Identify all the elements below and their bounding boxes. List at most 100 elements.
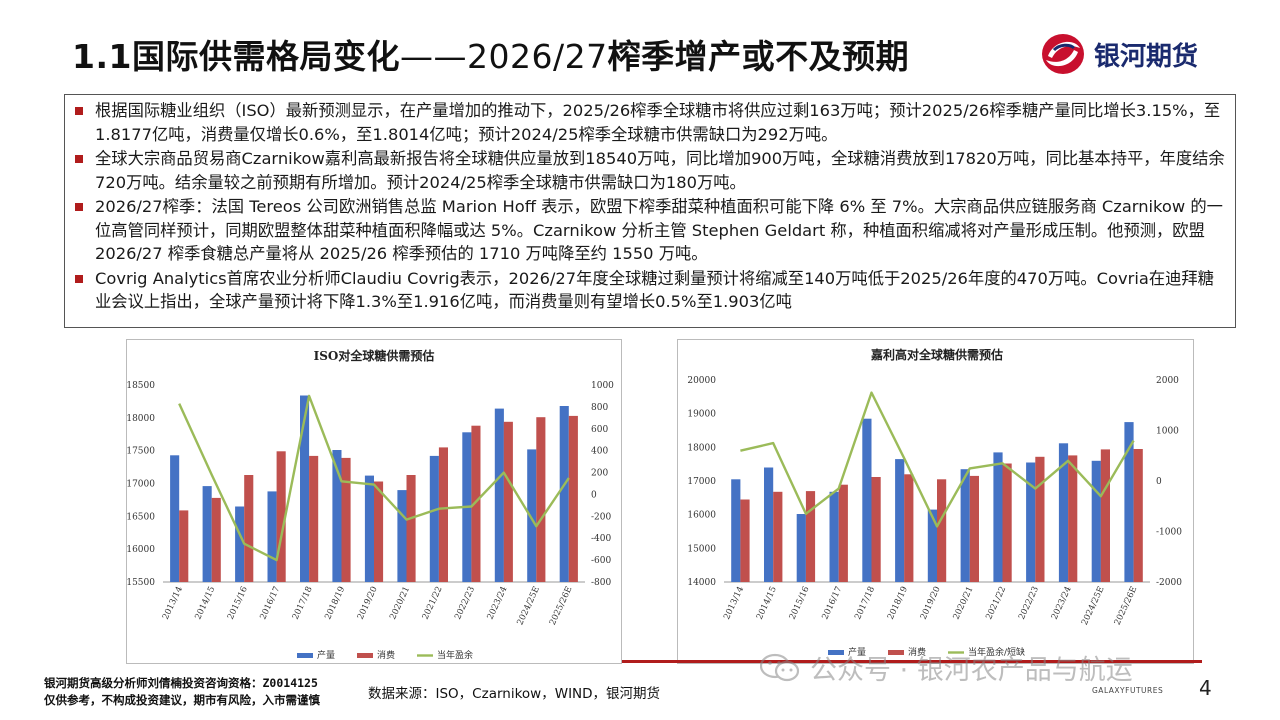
legend-swatch — [828, 650, 844, 655]
y-right-tick-label: 400 — [591, 447, 608, 457]
x-tick-label: 2017/18 — [853, 585, 877, 621]
x-tick-label: 2015/16 — [226, 585, 250, 621]
bar-production — [267, 491, 277, 582]
legend-swatch — [888, 650, 904, 655]
page-title: 1.1国际供需格局变化——2026/27榨季增产或不及预期 — [72, 30, 909, 78]
legend-label: 当年盈余/短缺 — [968, 646, 1025, 658]
legend-swatch — [357, 653, 373, 658]
bar-consumption — [309, 455, 319, 582]
bar-production — [927, 509, 937, 582]
bar-consumption — [406, 475, 416, 582]
galaxy-logo-icon — [1042, 34, 1084, 74]
legend-label: 消费 — [908, 646, 926, 658]
bullet-iso: 根据国际糖业组织（ISO）最新预测显示，在产量增加的推动下，2025/26榨季全… — [73, 99, 1227, 146]
x-tick-label: 2020/21 — [388, 585, 412, 621]
watermark: 公众号 · 银河农产品与航运 — [759, 648, 1133, 687]
x-tick-label: 2021/22 — [421, 585, 445, 621]
bullet-eu-2026: 2026/27榨季：法国 Tereos 公司欧洲销售总监 Marion Hoff… — [73, 195, 1227, 266]
bar-consumption — [471, 425, 481, 582]
title-section: 1.1国际供需格局变化 — [72, 37, 400, 76]
y-right-tick-label: -200 — [591, 512, 611, 522]
legend-swatch — [297, 653, 313, 658]
bar-production — [300, 395, 310, 582]
disclaimer: 银河期货高级分析师刘倩楠投资咨询资格：Z0014125 仅供参考，不构成投资建议… — [44, 675, 320, 709]
y-right-tick-label: -2000 — [1156, 578, 1182, 588]
bar-production — [202, 486, 212, 582]
bar-production — [829, 491, 839, 582]
x-tick-label: 2016/17 — [820, 585, 844, 621]
iso-chart-svg: ISO对全球糖供需预估 15500 16000 16500 17000 17500 1800… — [127, 348, 614, 661]
x-tick-label: 2023/24 — [1050, 585, 1074, 621]
bar-consumption — [1133, 449, 1143, 582]
bar-consumption — [1100, 449, 1110, 582]
disclaimer-risk: 仅供参考，不构成投资建议，期市有风险，入市需谨慎 — [44, 693, 320, 707]
bar-production — [993, 452, 1003, 582]
y-left-tick-label: 18000 — [127, 414, 155, 424]
x-tick-label: 2017/18 — [291, 585, 315, 621]
bar-consumption — [211, 497, 221, 582]
bar-consumption — [871, 477, 881, 582]
bar-consumption — [1035, 456, 1045, 582]
bar-production — [364, 475, 374, 582]
bar-production — [235, 506, 245, 582]
y-right-tick-label: 0 — [591, 490, 597, 500]
x-tick-label: 2014/15 — [755, 585, 779, 621]
bar-production — [796, 514, 806, 582]
y-right-tick-label: 1000 — [1156, 427, 1179, 437]
x-tick-label: 2023/24 — [486, 585, 510, 621]
y-left-tick-label: 20000 — [687, 376, 716, 386]
bar-consumption — [1068, 455, 1078, 582]
page-number: 4 — [1199, 676, 1212, 700]
bar-production — [1058, 443, 1069, 582]
bar-consumption — [341, 457, 351, 582]
x-tick-label: 2015/16 — [788, 585, 812, 621]
y-right-tick-label: -400 — [591, 534, 611, 544]
legend-label: 产量 — [317, 649, 335, 661]
y-left-tick-label: 17500 — [127, 447, 155, 457]
chart-title: ISO对全球糖供需预估 — [314, 348, 435, 363]
wechat-icon — [759, 653, 800, 683]
czarnikow-chart-svg: 嘉利高对全球糖供需预估 14000 15000 16000 17000 18000 1900… — [687, 347, 1182, 658]
bar-production — [527, 449, 537, 582]
bar-consumption — [438, 447, 448, 582]
footer-divider — [622, 660, 1202, 663]
x-tick-label: 2014/15 — [193, 585, 217, 621]
bar-consumption — [244, 475, 254, 582]
x-tick-label: 2019/20 — [919, 585, 943, 621]
bar-production — [1026, 462, 1036, 582]
surplus-line — [740, 391, 1135, 528]
bar-production — [332, 450, 342, 582]
bar-consumption — [568, 415, 578, 582]
x-tick-label: 2018/19 — [323, 585, 347, 621]
galaxy-label: GALAXYFUTURES — [1092, 686, 1164, 695]
bar-production — [731, 479, 741, 582]
bar-consumption — [904, 474, 914, 582]
bar-consumption — [773, 491, 783, 582]
y-left-tick-label: 16000 — [687, 511, 716, 521]
x-tick-label: 2022/23 — [1017, 585, 1041, 621]
bar-production — [397, 490, 407, 582]
iso-chart: ISO对全球糖供需预估 15500 16000 16500 17000 17500 1800… — [126, 339, 622, 664]
bar-consumption — [805, 491, 816, 582]
bar-consumption — [276, 451, 286, 582]
bar-consumption — [740, 499, 750, 582]
bar-production — [895, 459, 905, 582]
x-tick-label: 2020/21 — [952, 585, 976, 621]
y-right-tick-label: 2000 — [1156, 376, 1179, 386]
legend-label: 产量 — [848, 646, 866, 658]
title-rest: 榨季增产或不及预期 — [607, 37, 910, 76]
czarnikow-chart: 嘉利高对全球糖供需预估 14000 15000 16000 17000 18000 1900… — [677, 339, 1194, 664]
x-tick-label: 2018/19 — [886, 585, 910, 621]
y-right-tick-label: -1000 — [1156, 528, 1182, 538]
y-left-tick-label: 17000 — [127, 480, 155, 490]
title-season: 2026/27 — [466, 37, 608, 76]
surplus-line — [178, 394, 570, 562]
x-tick-label: 2021/22 — [984, 585, 1008, 621]
bar-production — [429, 455, 439, 582]
x-tick-label: 2024/25E — [515, 585, 542, 627]
brand-logo: 银河期货 — [1040, 32, 1198, 76]
x-tick-label: 2022/23 — [453, 585, 477, 621]
y-right-tick-label: 800 — [591, 403, 608, 413]
bar-production — [960, 469, 970, 582]
x-tick-label: 2025/26E — [548, 585, 575, 627]
